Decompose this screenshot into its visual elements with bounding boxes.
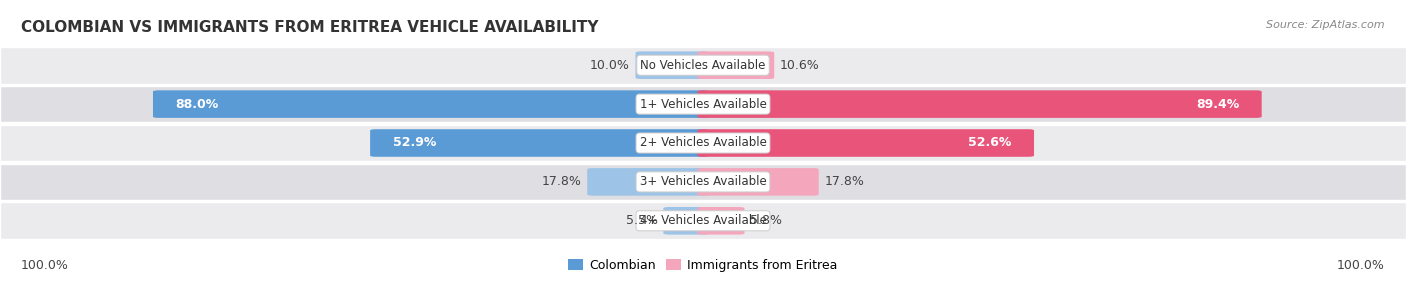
Text: 17.8%: 17.8%	[541, 175, 582, 188]
FancyBboxPatch shape	[370, 129, 709, 157]
Bar	[0, 47, 1406, 84]
Legend: Colombian, Immigrants from Eritrea: Colombian, Immigrants from Eritrea	[564, 254, 842, 277]
Text: 1+ Vehicles Available: 1+ Vehicles Available	[640, 98, 766, 111]
Text: 4+ Vehicles Available: 4+ Vehicles Available	[640, 214, 766, 227]
Text: 5.5%: 5.5%	[626, 214, 658, 227]
Text: 88.0%: 88.0%	[176, 98, 219, 111]
Text: 52.9%: 52.9%	[392, 136, 436, 150]
Text: 100.0%: 100.0%	[1337, 259, 1385, 273]
FancyBboxPatch shape	[588, 168, 709, 196]
FancyBboxPatch shape	[697, 207, 745, 235]
FancyBboxPatch shape	[697, 129, 1033, 157]
Text: Source: ZipAtlas.com: Source: ZipAtlas.com	[1267, 20, 1385, 30]
FancyBboxPatch shape	[636, 51, 709, 79]
Text: No Vehicles Available: No Vehicles Available	[640, 59, 766, 72]
Bar	[0, 125, 1406, 161]
Bar	[0, 86, 1406, 122]
FancyBboxPatch shape	[697, 51, 775, 79]
Text: 2+ Vehicles Available: 2+ Vehicles Available	[640, 136, 766, 150]
Text: 3+ Vehicles Available: 3+ Vehicles Available	[640, 175, 766, 188]
Text: 52.6%: 52.6%	[969, 136, 1011, 150]
FancyBboxPatch shape	[697, 168, 818, 196]
Text: 100.0%: 100.0%	[21, 259, 69, 273]
Text: COLOMBIAN VS IMMIGRANTS FROM ERITREA VEHICLE AVAILABILITY: COLOMBIAN VS IMMIGRANTS FROM ERITREA VEH…	[21, 20, 599, 35]
FancyBboxPatch shape	[697, 90, 1261, 118]
Bar	[0, 202, 1406, 239]
FancyBboxPatch shape	[153, 90, 709, 118]
Text: 17.8%: 17.8%	[824, 175, 865, 188]
Text: 10.6%: 10.6%	[780, 59, 820, 72]
Text: 10.0%: 10.0%	[591, 59, 630, 72]
Bar	[0, 164, 1406, 200]
FancyBboxPatch shape	[664, 207, 709, 235]
Text: 5.8%: 5.8%	[751, 214, 782, 227]
Text: 89.4%: 89.4%	[1197, 98, 1239, 111]
